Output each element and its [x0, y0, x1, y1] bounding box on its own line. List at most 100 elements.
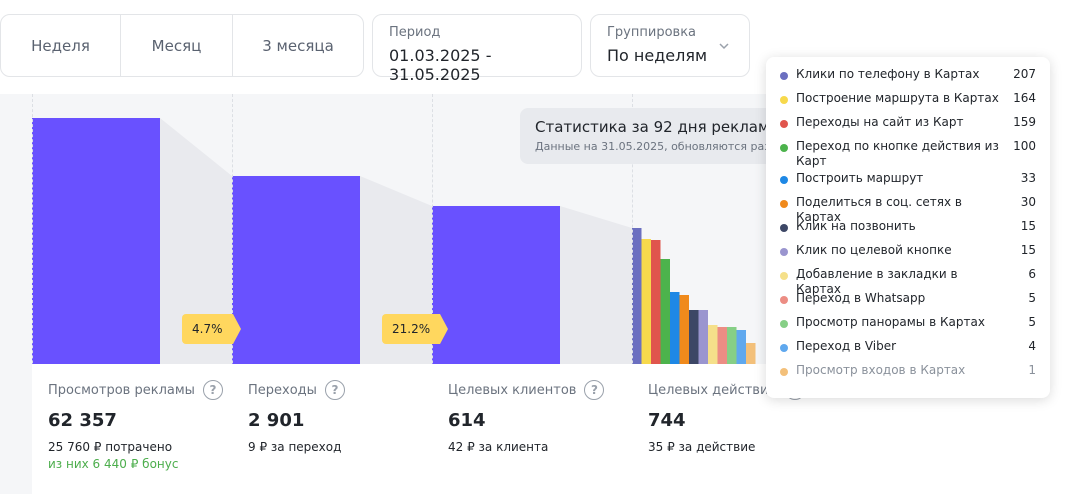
- legend-item-label: Построение маршрута в Картах: [796, 91, 999, 105]
- help-icon[interactable]: ?: [202, 380, 223, 400]
- stat-views-label: Просмотров рекламы ?: [48, 380, 223, 400]
- legend-item-value: 207: [1013, 67, 1036, 81]
- legend-item[interactable]: Просмотр панорамы в Картах 5: [780, 315, 1036, 330]
- grouping-select[interactable]: Группировка По неделям: [590, 14, 750, 77]
- column-divider: [632, 94, 633, 494]
- stat-banner-title: Статистика за 92 дня рекламы: [535, 118, 780, 136]
- stat-banner-subtitle: Данные на 31.05.2025, обновляются раз в: [535, 140, 780, 153]
- conversion-badge-arrow: [440, 314, 449, 344]
- legend-item[interactable]: Построение маршрута в Картах 164: [780, 91, 1036, 106]
- stat-banner: Статистика за 92 дня рекламы Данные на 3…: [520, 108, 780, 164]
- stat-views-bonus: из них 6 440 ₽ бонус: [48, 457, 179, 471]
- legend-item[interactable]: Переход по кнопке действия из Карт 100: [780, 139, 1036, 169]
- period-tabs: Неделя Месяц 3 месяца: [0, 14, 364, 77]
- legend-item-label: Добавление в закладки в Картах: [796, 267, 958, 296]
- action-breakdown-bar: [698, 310, 708, 364]
- period-field-label: Период: [389, 25, 441, 40]
- legend-item-value: 33: [1020, 171, 1036, 185]
- legend-color-dot: [780, 176, 788, 184]
- legend-color-dot: [780, 224, 788, 232]
- action-breakdown-bar: [632, 228, 642, 364]
- legend-item-value: 164: [1013, 91, 1036, 105]
- tab-3-months[interactable]: 3 месяца: [262, 36, 334, 55]
- stat-actions-label-text: Целевых действий: [648, 382, 777, 398]
- legend-item-value: 159: [1013, 115, 1036, 129]
- help-icon[interactable]: ?: [324, 380, 345, 400]
- column-divider: [32, 94, 33, 494]
- action-breakdown-bar: [689, 310, 699, 364]
- legend-item[interactable]: Переход в Viber 4: [780, 339, 1036, 354]
- legend-item-label: Поделиться в соц. сетях в Картах: [796, 195, 963, 224]
- legend-item-label: Клик на позвонить: [796, 219, 916, 233]
- legend-item-value: 1: [1028, 363, 1036, 377]
- legend-color-dot: [780, 248, 788, 256]
- legend-item[interactable]: Построить маршрут 33: [780, 171, 1036, 186]
- period-field-value: 01.03.2025 - 31.05.2025: [389, 46, 492, 84]
- tab-week[interactable]: Неделя: [1, 15, 121, 76]
- column-divider: [432, 94, 433, 494]
- funnel-bar: [432, 206, 560, 364]
- legend-item-value: 100: [1013, 139, 1036, 153]
- conversion-badge: 4.7%: [182, 314, 241, 344]
- action-breakdown-bar: [651, 240, 661, 364]
- conversion-badge: 21.2%: [382, 314, 449, 344]
- funnel-chart-svg: [32, 118, 756, 364]
- legend-item-label: Переход в Viber: [796, 339, 897, 353]
- grouping-select-value: По неделям: [607, 46, 708, 65]
- legend-item-value: 15: [1020, 243, 1036, 257]
- stat-actions-value: 744: [648, 410, 686, 431]
- legend-color-dot: [780, 296, 788, 304]
- legend-color-dot: [780, 320, 788, 328]
- legend-item-label: Клики по телефону в Картах: [796, 67, 980, 81]
- action-breakdown-bar: [670, 292, 680, 364]
- legend-item[interactable]: Добавление в закладки в Картах 6: [780, 267, 1036, 297]
- action-breakdown-bar: [717, 327, 727, 364]
- legend-item-value: 6: [1028, 267, 1036, 281]
- conversion-badge-arrow: [232, 314, 241, 344]
- tab-month[interactable]: Месяц: [121, 15, 233, 76]
- chevron-down-icon: [719, 43, 729, 50]
- legend-item[interactable]: Клики по телефону в Картах 207: [780, 67, 1036, 82]
- legend-item-value: 30: [1020, 195, 1036, 209]
- action-breakdown-bar: [660, 259, 670, 364]
- actions-legend-popup: Клики по телефону в Картах 207 Построение …: [766, 57, 1050, 398]
- legend-item-value: 15: [1020, 219, 1036, 233]
- help-icon[interactable]: ?: [584, 380, 605, 400]
- legend-item-label: Просмотр панорамы в Картах: [796, 315, 985, 329]
- funnel-bar: [32, 118, 160, 364]
- action-breakdown-bar: [746, 343, 756, 364]
- stat-clicks-label-text: Переходы: [248, 382, 317, 398]
- funnel-bar: [232, 176, 360, 364]
- legend-color-dot: [780, 344, 788, 352]
- stat-actions-cost: 35 ₽ за действие: [648, 440, 756, 454]
- legend-item[interactable]: Просмотр входов в Картах 1: [780, 363, 1036, 378]
- action-breakdown-bar: [641, 239, 651, 364]
- legend-item-value: 5: [1028, 291, 1036, 305]
- conversion-badge-value: 21.2%: [382, 314, 441, 344]
- period-field[interactable]: Период 01.03.2025 - 31.05.2025: [372, 14, 582, 84]
- legend-color-dot: [780, 200, 788, 208]
- legend-item[interactable]: Клик по целевой кнопке 15: [780, 243, 1036, 258]
- stat-clicks: Переходы ? 2 901 9 ₽ за переход: [232, 364, 432, 494]
- legend-color-dot: [780, 96, 788, 104]
- stat-views: Просмотров рекламы ? 62 357 25 760 ₽ пот…: [32, 364, 232, 494]
- legend-item[interactable]: Переход в Whatsapp 5: [780, 291, 1036, 306]
- stat-clients-label-text: Целевых клиентов: [448, 382, 577, 398]
- stat-views-spent: 25 760 ₽ потрачено: [48, 440, 173, 454]
- action-breakdown-bar: [708, 325, 718, 364]
- action-breakdown-bar: [727, 327, 737, 364]
- stat-clicks-label: Переходы ?: [248, 380, 345, 400]
- stat-views-label-text: Просмотров рекламы: [48, 382, 195, 398]
- legend-item[interactable]: Клик на позвонить 15: [780, 219, 1036, 234]
- legend-item[interactable]: Переходы на сайт из Карт 159: [780, 115, 1036, 130]
- legend-item-value: 4: [1028, 339, 1036, 353]
- stat-clients-value: 614: [448, 410, 486, 431]
- legend-item-label: Переход в Whatsapp: [796, 291, 926, 305]
- legend-item-label: Переход по кнопке действия из Карт: [796, 139, 999, 168]
- legend-color-dot: [780, 144, 788, 152]
- action-breakdown-bar: [679, 295, 689, 364]
- column-divider: [232, 94, 233, 494]
- legend-item-label: Клик по целевой кнопке: [796, 243, 952, 257]
- legend-item-label: Просмотр входов в Картах: [796, 363, 966, 377]
- legend-item[interactable]: Поделиться в соц. сетях в Картах 30: [780, 195, 1036, 225]
